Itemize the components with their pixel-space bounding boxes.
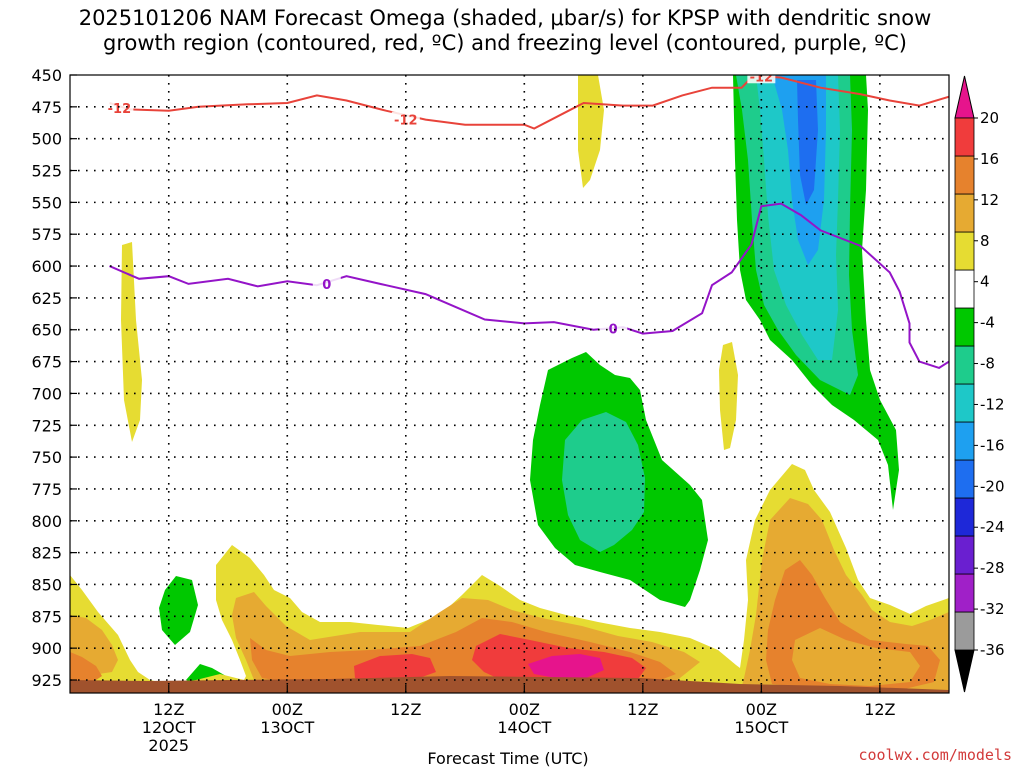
omega-colorbar: 20 16 12 8 4 -4 -8 -12 -16 -20 -24 -28 -32 -36 [954, 75, 1005, 693]
pressure-axis: 450 475 500 525 550 575 600 625 650 675 700 725 750 7… [31, 66, 77, 690]
colorbar-bin [954, 459, 975, 499]
colorbar-label: -4 [980, 314, 995, 332]
x-tick-label: 12Z [153, 700, 184, 719]
colorbar-bin [954, 573, 975, 613]
omega-fill-teal [562, 412, 645, 552]
omega-lower-positive-band [70, 464, 949, 693]
colorbar-label: 16 [980, 150, 999, 168]
x-tick-label: 00Z [509, 700, 540, 719]
colorbar-label: 8 [980, 232, 990, 250]
colorbar-label: -16 [980, 436, 1005, 454]
contour-label-bg [599, 320, 628, 336]
omega-mid-negative-core [530, 352, 708, 607]
colorbar-label: -20 [980, 477, 1005, 495]
y-tick-label: 750 [31, 448, 62, 467]
contour-label: -12 [750, 70, 774, 85]
x-tick-label: 00Z [746, 700, 777, 719]
colorbar-label: -32 [980, 600, 1005, 618]
omega-fill-magenta [528, 654, 604, 678]
colorbar-label: -8 [980, 355, 995, 373]
y-tick-label: 725 [31, 416, 62, 435]
x-tick-label: 00Z [272, 700, 303, 719]
plot-area: -12 -12 -12 0 0 [70, 70, 949, 693]
colorbar-bin [954, 307, 975, 347]
plot-frame [69, 74, 950, 694]
y-tick-label: 600 [31, 257, 62, 276]
y-tick-label: 525 [31, 162, 62, 181]
y-tick-label: 500 [31, 130, 62, 149]
colorbar-label: -12 [980, 395, 1005, 413]
y-tick-label: 700 [31, 384, 62, 403]
colorbar-label: 12 [980, 191, 999, 209]
contour-label-bg [391, 111, 420, 127]
site-credit[interactable]: coolwx.com/models [858, 746, 1012, 764]
colorbar-bin [954, 117, 975, 157]
contour-label: 0 [322, 278, 331, 293]
title-line-1: 2025101206 NAM Forecast Omega (shaded, μ… [78, 6, 932, 30]
colorbar-bin [954, 421, 975, 461]
x-tick-label: 14OCT [497, 718, 551, 737]
colorbar-label: 4 [980, 273, 990, 291]
y-tick-label: 450 [31, 66, 62, 85]
y-tick-label: 800 [31, 512, 62, 531]
dendritic-growth-contour [109, 75, 949, 130]
y-tick-label: 550 [31, 193, 62, 212]
omega-fill-blue [797, 80, 818, 205]
colorbar-bin [954, 193, 975, 233]
y-tick-label: 650 [31, 321, 62, 340]
x-tick-label: 12Z [390, 700, 421, 719]
omega-streak-left [121, 242, 142, 442]
colorbar-label: 20 [980, 109, 999, 127]
x-tick-label: 2025 [148, 736, 189, 755]
title-line-2: growth region (contoured, red, ºC) and f… [103, 31, 907, 55]
y-tick-label: 925 [31, 671, 62, 690]
chart-title: 2025101206 NAM Forecast Omega (shaded, μ… [0, 6, 1010, 56]
y-tick-label: 775 [31, 480, 62, 499]
contour-label: 0 [609, 322, 618, 337]
y-tick-label: 875 [31, 607, 62, 626]
colorbar-label: -36 [980, 641, 1005, 659]
colorbar-bin [954, 155, 975, 195]
x-tick-label: 12Z [627, 700, 658, 719]
y-tick-label: 675 [31, 353, 62, 372]
y-tick-label: 900 [31, 639, 62, 658]
x-tick-label: 12OCT [142, 718, 196, 737]
omega-fill-gold [792, 628, 920, 686]
omega-streak-mid [719, 342, 738, 450]
contour-label: -12 [394, 114, 418, 129]
colorbar-bin [954, 497, 975, 537]
colorbar-bin [954, 383, 975, 423]
x-tick-label: 15OCT [734, 718, 788, 737]
contour-label-bg [747, 75, 776, 84]
y-tick-label: 475 [31, 98, 62, 117]
colorbar-bin [954, 231, 975, 271]
omega-upper-negative-column [733, 75, 899, 510]
omega-fill-red [354, 654, 436, 684]
y-tick-label: 625 [31, 289, 62, 308]
colorbar-under-arrow [954, 649, 975, 693]
freezing-level-contour [109, 202, 949, 369]
y-tick-label: 575 [31, 225, 62, 244]
ground-terrain [70, 676, 949, 693]
colorbar-label: -28 [980, 559, 1005, 577]
colorbar-bin [954, 535, 975, 575]
colorbar-label: -24 [980, 518, 1005, 536]
omega-late-positive-dome [740, 498, 949, 693]
omega-fill-orange [70, 652, 102, 686]
contour-label: -12 [108, 102, 132, 117]
contour-label-bg [312, 275, 341, 291]
x-axis-label: Forecast Time (UTC) [427, 749, 588, 768]
colorbar-over-arrow [954, 75, 975, 119]
colorbar-bin [954, 345, 975, 385]
x-tick-label: 13OCT [260, 718, 314, 737]
y-tick-label: 825 [31, 544, 62, 563]
colorbar-bin [954, 611, 975, 651]
y-tick-label: 850 [31, 575, 62, 594]
x-tick-label: 12Z [864, 700, 895, 719]
colorbar-bin [954, 269, 975, 309]
